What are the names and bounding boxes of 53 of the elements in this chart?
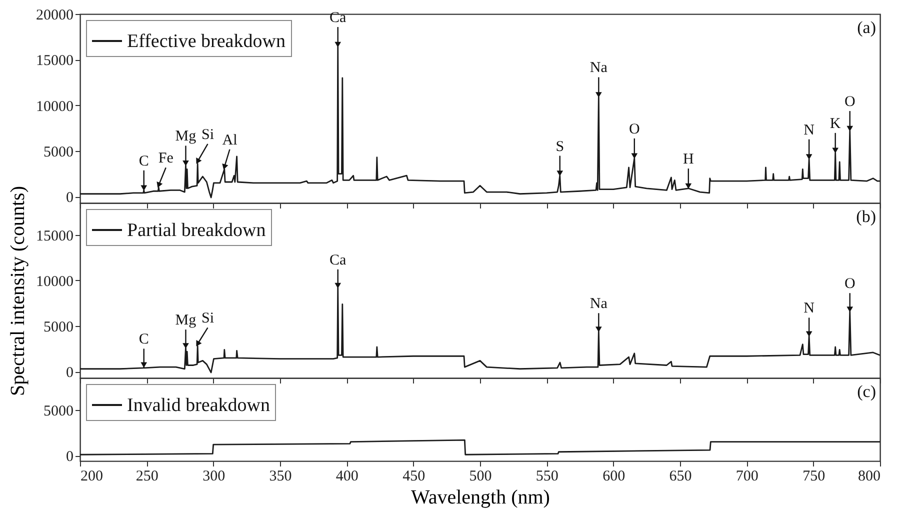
annotation: H	[682, 152, 694, 168]
x-tick-label: 750	[802, 468, 826, 484]
y-tick-label: 0	[66, 190, 74, 206]
annotation: O	[844, 276, 856, 292]
y-tick-label: 10000	[36, 98, 74, 115]
x-tick-label: 350	[269, 468, 292, 484]
annotation: Ca	[330, 10, 347, 26]
annotation: C	[138, 332, 149, 348]
annotation: C	[138, 153, 149, 170]
y-tick-label: 0	[66, 449, 74, 466]
y-tick-label: 10000	[36, 274, 74, 290]
annotation: Ca	[330, 252, 347, 268]
x-tick-label: 800	[858, 468, 880, 484]
x-tick-label: 400	[336, 468, 358, 484]
y-tick-label: 0	[66, 365, 74, 382]
x-tick-label: 500	[469, 468, 492, 484]
annotation: N	[804, 300, 815, 317]
annotation: K	[830, 116, 841, 132]
x-tick-label: 300	[202, 468, 226, 484]
x-tick-label: 550	[536, 468, 558, 484]
legend-label: Invalid breakdown	[127, 395, 270, 416]
annotation: S	[556, 138, 564, 155]
annotation: Si	[201, 126, 214, 143]
y-tick-label: 15000	[36, 53, 74, 70]
annotation: (a)	[857, 18, 876, 37]
x-tick-label: 250	[136, 468, 158, 484]
x-axis-title: Wavelength (nm)	[411, 486, 550, 508]
y-tick-label: 20000	[36, 8, 74, 24]
x-tick-label: 600	[602, 468, 626, 484]
x-tick-label: 700	[736, 468, 758, 484]
annotation: Na	[590, 60, 608, 76]
y-tick-label: 5000	[44, 144, 74, 160]
y-tick-label: 5000	[44, 320, 74, 336]
legend-label: Effective breakdown	[127, 31, 286, 52]
annotation: Al	[222, 132, 238, 148]
annotation: O	[628, 121, 640, 138]
annotation: O	[844, 94, 856, 110]
annotation: Mg	[175, 128, 197, 145]
x-tick-label: 450	[402, 468, 426, 484]
y-tick-label: 15000	[36, 228, 74, 244]
x-tick-label: 650	[669, 468, 692, 484]
annotation: N	[804, 122, 815, 138]
annotation: (b)	[856, 207, 876, 226]
annotation: Fe	[158, 150, 174, 167]
annotation: Si	[201, 310, 214, 327]
legend-label: Partial breakdown	[127, 220, 266, 241]
x-tick-label: 200	[80, 468, 103, 484]
annotation: Mg	[175, 312, 197, 329]
y-tick-label: 5000	[44, 403, 74, 420]
annotation: (c)	[857, 382, 876, 401]
annotation: Na	[590, 296, 608, 312]
y-axis-title: Spectral intensity (counts)	[7, 186, 29, 396]
line-series	[80, 439, 880, 456]
